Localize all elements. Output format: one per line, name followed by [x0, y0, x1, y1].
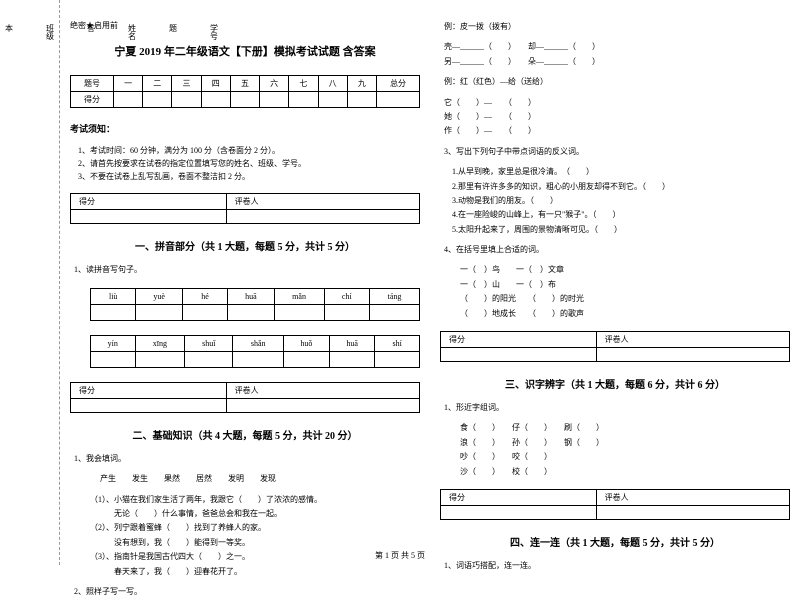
binding-label-0: 学号 [209, 20, 220, 76]
section-1-title: 一、拼音部分（共 1 大题，每题 5 分，共计 5 分） [70, 238, 420, 253]
example-1: 例：皮一拨（拨有） [440, 20, 790, 34]
th-0: 题号 [71, 76, 114, 92]
th-4: 四 [201, 76, 230, 92]
char-grid: 食（ ） 浪（ ） 吵（ ） 沙（ ） 仔（ ） 孙（ ） 咬（ ） 校（ ） … [440, 421, 790, 479]
binding-mark-2: 本 [4, 20, 15, 76]
page-footer: 第 1 页 共 5 页 [0, 550, 800, 561]
notice-3: 3、不要在试卷上乱写乱画，卷面不整洁扣 2 分。 [78, 171, 420, 184]
binding-label-1: 姓名 [127, 20, 138, 76]
section-3-title: 三、识字辨字（共 1 大题，每题 6 分，共计 6 分） [440, 376, 790, 391]
th-8: 八 [318, 76, 347, 92]
binding-margin: 学号 题 姓名 答 班级 本 内 学校 线 乡镇（街道） [0, 0, 60, 565]
score-box-1: 得分评卷人 [70, 193, 420, 224]
s2-q1-items: （1）、小猫在我们家生活了两年，我跟它（ ）了浓浓的感情。 无论（ ）什么事情，… [70, 493, 420, 579]
r-q3-items: 1.从早到晚，家里总是很冷清。 （ ） 2.那里有许许多多的知识，粗心的小朋友却… [440, 165, 790, 237]
example-2: 例：红（红色）—给（送给） [440, 75, 790, 89]
sb1-c2: 评卷人 [226, 194, 419, 210]
s3-q1: 1、形近字组词。 [440, 401, 790, 415]
ex1-items: 壳—______（ ） 却—______（ ） 另—______（ ） 朵—__… [440, 40, 790, 69]
score-box-3: 得分评卷人 [440, 331, 790, 362]
th-3: 三 [172, 76, 201, 92]
pinyin-table-1: liù yuè hé huā mǎn chí táng [90, 288, 420, 321]
r-q4-rows: 一（ ）鸟 一（ ）文章 一（ ）山 一（ ）布 （ ）的阳光 （ ）的时光 （… [440, 263, 790, 321]
th-6: 六 [260, 76, 289, 92]
score-box-2: 得分评卷人 [70, 382, 420, 413]
left-column: 绝密★启用前 宁夏 2019 年二年级语文【下册】模拟考试试题 含答案 题号 一… [70, 20, 420, 555]
th-1: 一 [113, 76, 142, 92]
section-2-title: 二、基础知识（共 4 大题，每题 5 分，共计 20 分） [70, 427, 420, 442]
section-4-title: 四、连一连（共 1 大题，每题 5 分，共计 5 分） [440, 534, 790, 549]
th-2: 二 [143, 76, 172, 92]
exam-instructions: 1、考试时间：60 分钟，满分为 100 分（含卷面分 2 分）。 2、请首先按… [70, 145, 420, 183]
s2-q1: 1、我会填词。 [70, 452, 420, 466]
binding-label-2: 班级 [45, 20, 56, 76]
score-box-4: 得分评卷人 [440, 489, 790, 520]
s4-q1: 1、词语巧搭配，连一连。 [440, 559, 790, 573]
th-7: 七 [289, 76, 318, 92]
binding-mark-1: 答 [86, 20, 97, 76]
right-column: 例：皮一拨（拨有） 壳—______（ ） 却—______（ ） 另—____… [440, 20, 790, 555]
th-5: 五 [230, 76, 259, 92]
th-9: 九 [347, 76, 376, 92]
r-q4: 4、在括号里填上合适的词。 [440, 243, 790, 257]
sb1-c1: 得分 [71, 194, 227, 210]
binding-mark-0: 题 [168, 20, 179, 76]
s2-q1-words: 产生 发生 果然 居然 发明 发现 [70, 472, 420, 486]
th-10: 总分 [376, 76, 419, 92]
score-label: 得分 [71, 92, 114, 108]
notice-1: 1、考试时间：60 分钟，满分为 100 分（含卷面分 2 分）。 [78, 145, 420, 158]
score-summary-table: 题号 一 二 三 四 五 六 七 八 九 总分 得分 [70, 75, 420, 108]
ex2-items: 它（ ）— （ ） 她（ ）— （ ） 作（ ）— （ ） [440, 96, 790, 139]
score-cell [113, 92, 142, 108]
exam-notice-header: 考试须知： [70, 122, 420, 135]
r-q3: 3、写出下列句子中带点词语的反义词。 [440, 145, 790, 159]
pinyin-table-2: yín xīng shuǐ shǎn huǒ huā shí [90, 335, 420, 368]
s2-q2: 2、照样子写一写。 [70, 585, 420, 599]
notice-2: 2、请首先按要求在试卷的指定位置填写您的姓名、班级、学号。 [78, 158, 420, 171]
s1-q1: 1、读拼音写句子。 [70, 263, 420, 277]
